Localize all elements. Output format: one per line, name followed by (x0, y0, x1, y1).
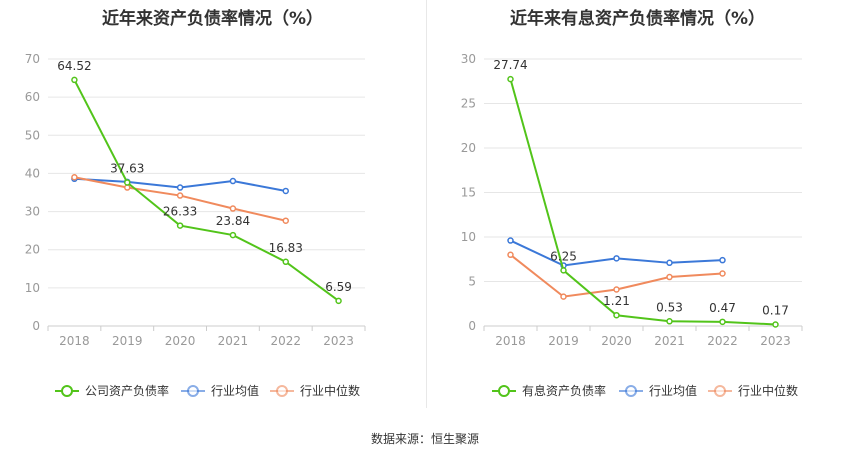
right-chart-title: 近年来有息资产负债率情况（%） (509, 9, 766, 29)
data-point-0-2-0 (71, 173, 78, 181)
legend-marker-1-0 (498, 385, 510, 397)
legend-label-0-1: 行业均值 (211, 383, 259, 398)
y-tick-label-1-2: 10 (461, 230, 476, 244)
data-label-1-4: 0.47 (709, 301, 736, 315)
data-point-0-1-2 (176, 184, 184, 191)
legend-marker-1-2 (714, 385, 726, 397)
legend-label-0-2: 行业中位数 (300, 383, 360, 398)
y-tick-label-0-0: 0 (32, 319, 40, 333)
data-label-0-4: 16.83 (269, 241, 303, 255)
y-tick-label-0-1: 10 (25, 281, 40, 295)
data-label-1-3: 0.53 (656, 300, 683, 314)
y-tick-label-0-4: 40 (25, 166, 40, 180)
y-tick-label-0-5: 50 (25, 128, 40, 142)
y-tick-label-0-2: 20 (25, 243, 40, 257)
legend-label-1-2: 行业中位数 (738, 383, 798, 398)
data-point-0-1-3 (229, 177, 237, 185)
data-point-1-0-1 (560, 267, 567, 274)
legend-marker-1-1 (625, 385, 637, 397)
data-label-1-0: 27.74 (493, 58, 527, 72)
data-point-0-2-4 (282, 217, 289, 224)
data-point-1-0-2 (613, 311, 620, 319)
y-tick-label-1-1: 5 (468, 275, 476, 289)
legend-label-1-1: 行业均值 (649, 383, 697, 398)
x-tick-label-0-3: 2021 (218, 334, 249, 348)
data-label-0-5: 6.59 (325, 280, 352, 294)
data-point-1-1-2 (613, 255, 620, 262)
data-point-0-0-5 (335, 297, 342, 305)
data-label-0-3: 23.84 (216, 214, 250, 228)
data-label-0-2: 26.33 (163, 205, 197, 219)
legend-marker-0-2 (276, 385, 288, 397)
data-point-1-2-4 (719, 270, 726, 277)
x-tick-label-0-2: 2020 (165, 334, 196, 348)
y-tick-label-1-3: 15 (461, 186, 476, 200)
x-tick-label-1-0: 2018 (495, 334, 526, 348)
data-point-1-2-2 (613, 286, 620, 293)
data-point-0-0-0 (71, 76, 78, 84)
y-tick-label-1-5: 25 (461, 97, 476, 111)
legend-marker-0-1 (187, 385, 199, 397)
x-tick-label-1-1: 2019 (548, 334, 579, 348)
data-point-1-2-0 (507, 251, 514, 259)
x-tick-label-0-5: 2023 (323, 334, 354, 348)
panel-divider (426, 0, 427, 408)
x-tick-label-1-2: 2020 (601, 334, 632, 348)
data-point-0-0-3 (229, 231, 237, 239)
data-point-1-0-4 (719, 318, 726, 326)
x-tick-label-1-5: 2023 (760, 334, 791, 348)
y-tick-label-0-3: 30 (25, 205, 40, 219)
data-point-0-0-4 (282, 258, 289, 266)
x-tick-label-1-4: 2022 (707, 334, 738, 348)
data-label-1-5: 0.17 (762, 303, 789, 317)
data-point-1-0-0 (507, 75, 514, 83)
series-line-1-1 (510, 239, 723, 267)
data-point-1-1-4 (719, 256, 726, 264)
data-point-0-1-4 (282, 187, 289, 195)
legend-marker-0-0 (61, 385, 73, 397)
y-tick-label-1-6: 30 (461, 52, 476, 66)
data-point-0-0-2 (176, 222, 184, 229)
data-point-1-2-3 (666, 273, 673, 281)
series-line-1-0 (509, 78, 776, 326)
data-label-1-1: 6.25 (550, 249, 577, 263)
data-source-label: 数据来源：恒生聚源 (370, 432, 479, 446)
x-tick-label-1-3: 2021 (654, 334, 685, 348)
data-point-1-0-3 (666, 318, 673, 325)
y-tick-label-1-0: 0 (468, 319, 476, 333)
y-tick-label-1-4: 20 (461, 141, 476, 155)
data-point-0-2-2 (176, 192, 184, 199)
data-label-0-1: 37.63 (110, 161, 144, 175)
data-point-1-1-3 (666, 259, 673, 267)
data-point-1-0-5 (772, 321, 779, 328)
data-point-0-2-3 (229, 205, 237, 212)
data-point-0-2-1 (124, 184, 131, 191)
x-tick-label-0-4: 2022 (270, 334, 301, 348)
data-point-0-0-1 (124, 179, 131, 186)
legend-label-1-0: 有息资产负债率 (522, 383, 606, 398)
series-line-0-0 (73, 79, 340, 302)
data-label-1-2: 1.21 (603, 294, 630, 308)
x-tick-label-0-1: 2019 (112, 334, 143, 348)
y-tick-label-0-7: 70 (25, 52, 40, 66)
y-tick-label-0-6: 60 (25, 90, 40, 104)
legend-label-0-0: 公司资产负债率 (85, 383, 169, 398)
left-chart-title: 近年来资产负债率情况（%） (101, 9, 324, 29)
data-point-1-2-1 (560, 293, 567, 300)
data-label-0-0: 64.52 (57, 59, 91, 73)
x-tick-label-0-0: 2018 (59, 334, 90, 348)
data-point-1-1-0 (507, 237, 514, 244)
